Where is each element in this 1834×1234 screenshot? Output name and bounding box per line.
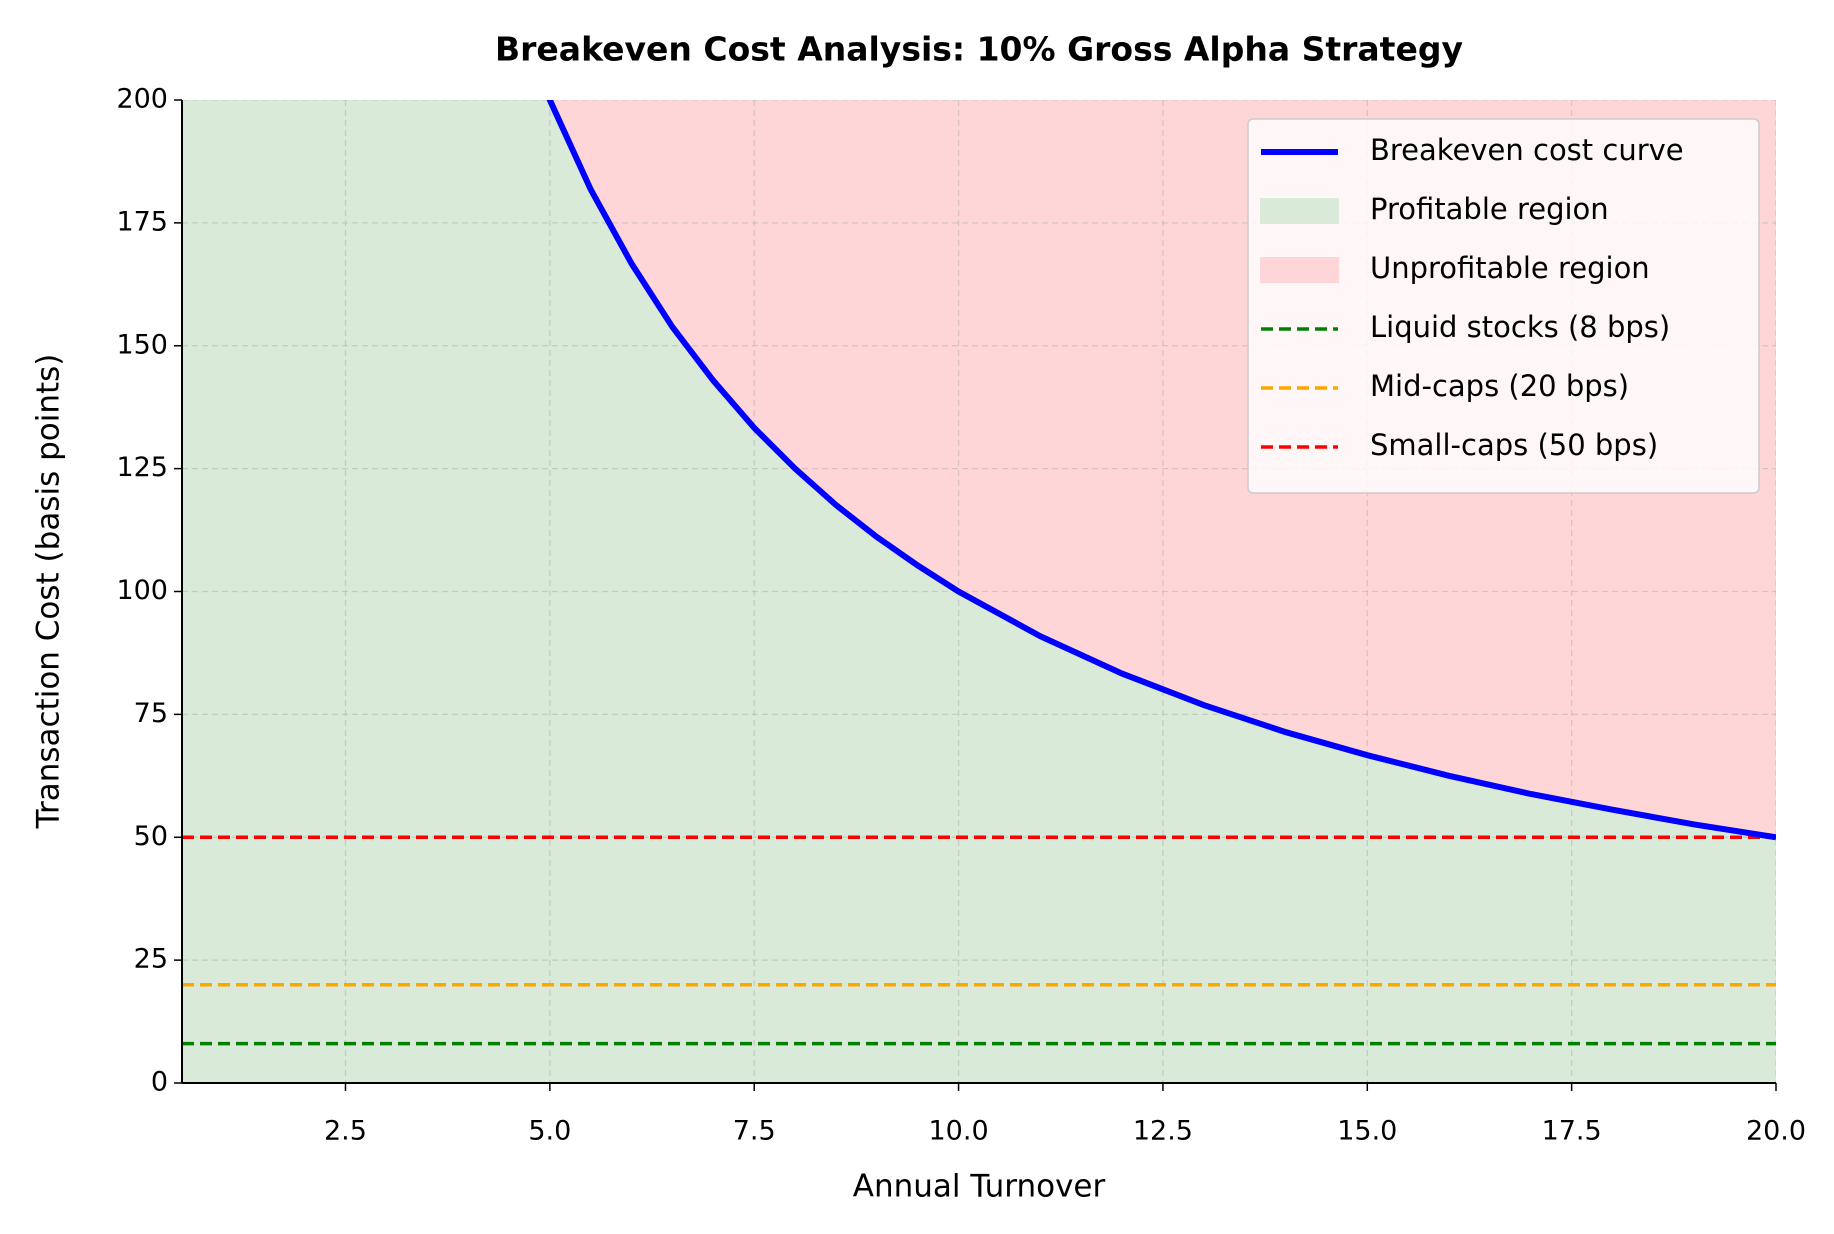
y-tick-label: 100 bbox=[116, 575, 168, 606]
line-series bbox=[546, 100, 1776, 841]
y-axis-label: Transaction Cost (basis points) bbox=[31, 354, 67, 830]
y-tick-label: 25 bbox=[134, 944, 168, 975]
legend-label: Mid-caps (20 bps) bbox=[1370, 369, 1629, 403]
y-tick-label: 150 bbox=[116, 329, 168, 360]
legend-label: Small-caps (50 bps) bbox=[1370, 428, 1658, 462]
y-tick-label: 50 bbox=[134, 821, 168, 852]
x-tick-label: 20.0 bbox=[1746, 1116, 1806, 1147]
legend-label: Liquid stocks (8 bps) bbox=[1370, 310, 1670, 344]
x-tick-label: 5.0 bbox=[528, 1116, 571, 1147]
x-tick-label: 7.5 bbox=[733, 1116, 776, 1147]
legend-swatch bbox=[1260, 198, 1339, 224]
axes: 2.5 5.0 7.5 10.0 12.5 15.0 17.5 20.0 0 25 50 75 100 1… bbox=[116, 84, 1806, 1147]
chart-title: Breakeven Cost Analysis: 10% Gross Alpha… bbox=[495, 30, 1463, 69]
legend-label: Profitable region bbox=[1370, 192, 1609, 226]
y-tick-label: 200 bbox=[116, 84, 168, 115]
x-tick-label: 15.0 bbox=[1337, 1116, 1397, 1147]
x-axis-label: Annual Turnover bbox=[853, 1169, 1106, 1205]
legend-label: Breakeven cost curve bbox=[1370, 133, 1684, 167]
x-tick-label: 10.0 bbox=[929, 1116, 989, 1147]
y-tick-label: 0 bbox=[151, 1067, 168, 1098]
legend-box bbox=[1247, 118, 1760, 494]
x-tick-label: 12.5 bbox=[1133, 1116, 1193, 1147]
y-tick-label: 125 bbox=[116, 452, 168, 483]
x-tick-label: 17.5 bbox=[1542, 1116, 1602, 1147]
y-tick-label: 75 bbox=[134, 698, 168, 729]
y-tick-label: 175 bbox=[116, 206, 168, 237]
legend-swatch bbox=[1260, 257, 1339, 283]
x-tick-label: 2.5 bbox=[324, 1116, 367, 1147]
legend-label: Unprofitable region bbox=[1370, 251, 1650, 285]
